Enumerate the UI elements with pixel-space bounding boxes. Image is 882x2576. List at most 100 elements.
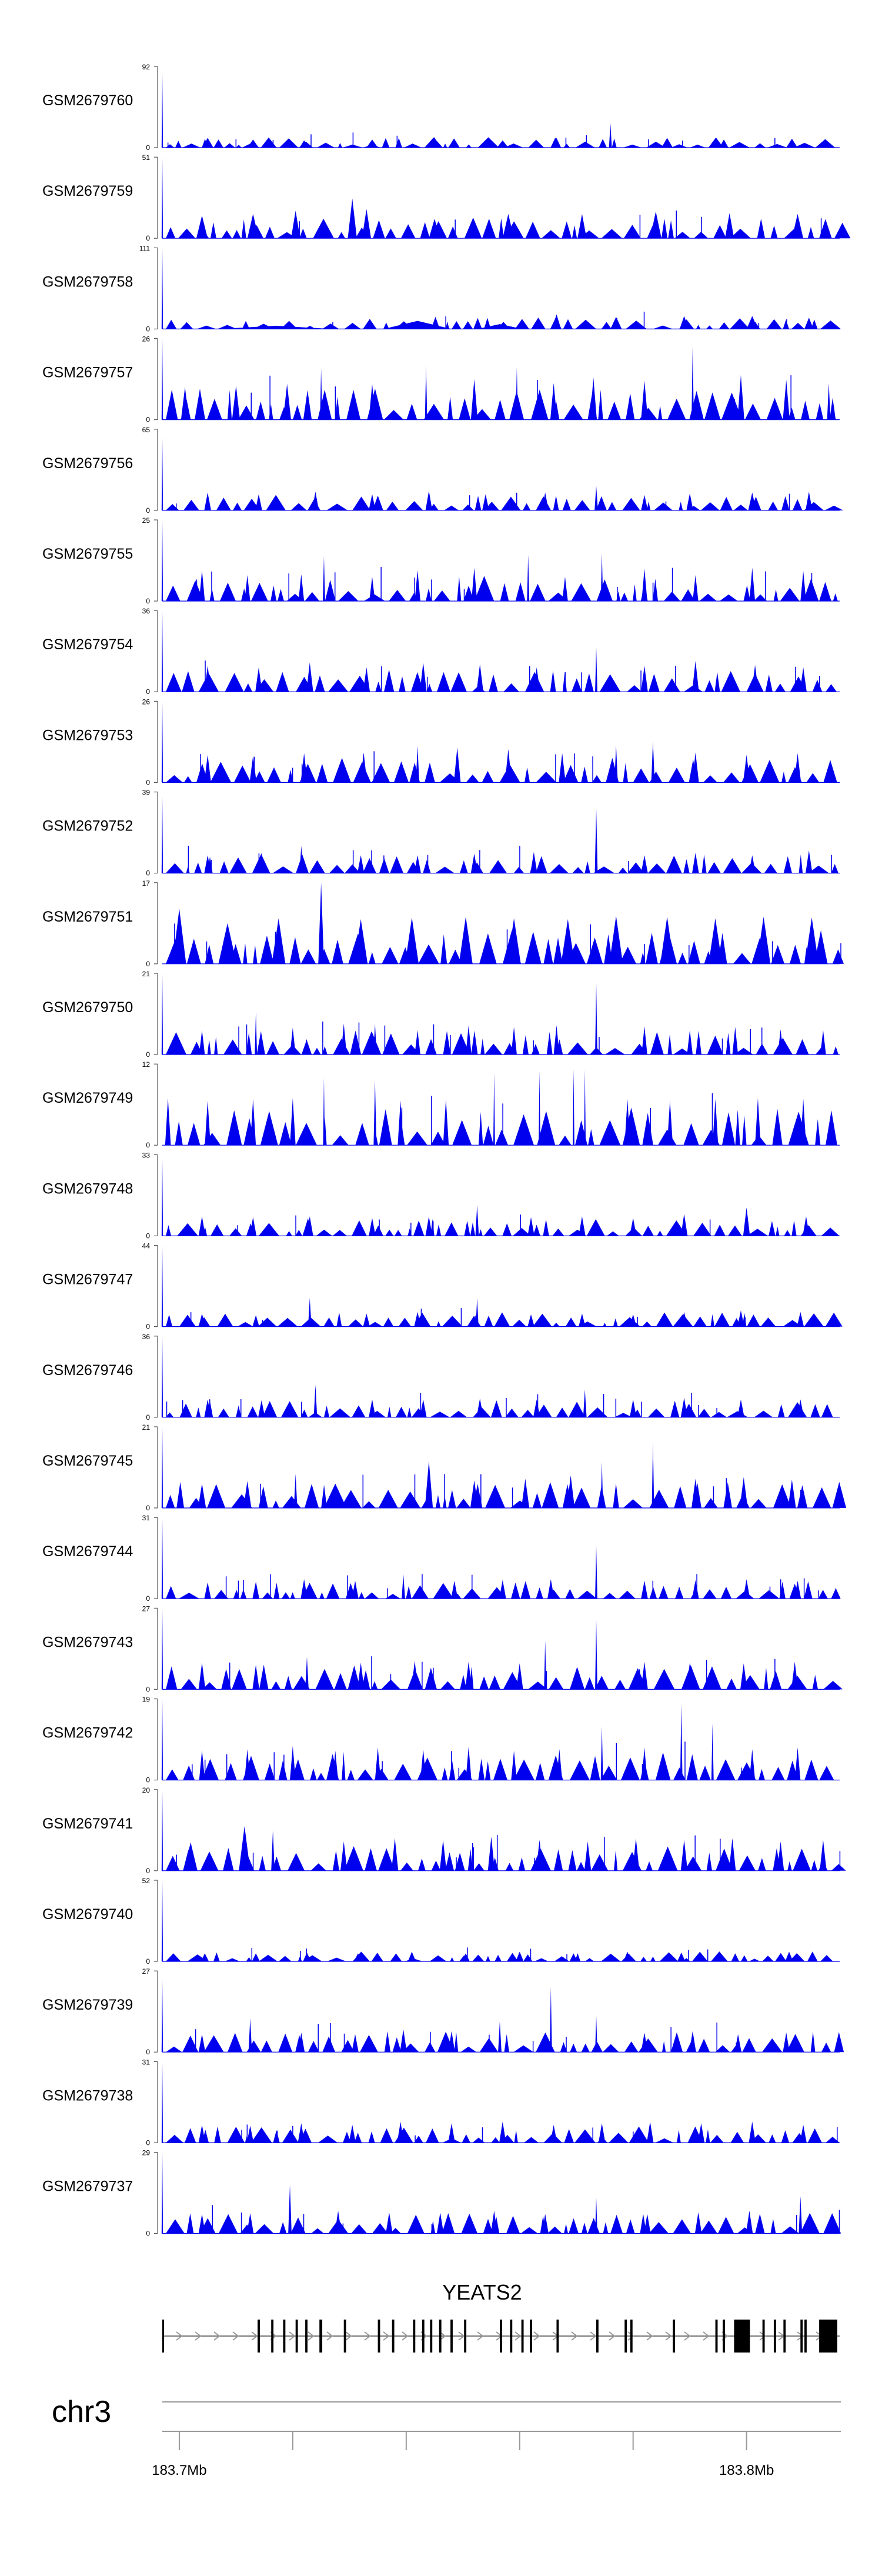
coverage-segment — [789, 945, 801, 964]
coverage-segment — [715, 2045, 730, 2053]
coverage-segment — [482, 218, 496, 239]
coverage-segment — [587, 1407, 608, 1417]
coverage-segment — [683, 1123, 699, 1146]
strand-arrow — [477, 2331, 484, 2341]
coverage-segment — [369, 1410, 386, 1417]
coverage-segment — [282, 2129, 299, 2143]
coverage-segment — [296, 676, 313, 692]
coverage-segment — [821, 1404, 833, 1417]
coverage-segment — [368, 2131, 375, 2143]
coverage-segment — [613, 933, 619, 964]
coverage-segment — [400, 1862, 413, 1871]
coverage-segment — [256, 401, 266, 420]
coverage-segment — [581, 2223, 587, 2234]
coverage-segment — [229, 857, 247, 873]
coverage-segment — [815, 139, 836, 148]
coverage-segment — [225, 1763, 237, 1780]
coverage-segment — [642, 1581, 647, 1599]
track-gsm2679758: GSM2679758 111 0 — [42, 244, 841, 333]
coverage-peak — [425, 1216, 433, 1236]
gene-exon — [377, 2320, 380, 2353]
track-ymin-label: 0 — [146, 2138, 150, 2147]
track-gsm2679754: GSM2679754 36 0 — [42, 607, 840, 696]
coverage-peak — [161, 338, 163, 420]
coverage-segment — [322, 2036, 336, 2053]
coverage-segment — [166, 939, 185, 964]
coverage-segment — [421, 1497, 433, 1508]
coverage-peak — [687, 1030, 693, 1055]
coverage-segment — [346, 389, 361, 420]
coverage-segment — [358, 1592, 365, 1599]
coverage-segment — [329, 865, 345, 873]
coverage-segment — [483, 2218, 493, 2234]
coverage-segment — [463, 585, 474, 601]
coverage-texture — [166, 492, 843, 510]
track-label: GSM2679752 — [42, 818, 133, 835]
track-ymin-label: 0 — [146, 2230, 150, 2238]
coverage-segment — [272, 1856, 282, 1871]
coverage-segment — [807, 1951, 818, 1961]
coverage-segment — [707, 862, 721, 873]
coverage-segment — [770, 1671, 782, 1690]
coverage-segment — [523, 503, 531, 510]
coverage-segment — [338, 232, 346, 239]
coverage-segment — [242, 321, 250, 329]
coverage-segment — [548, 1755, 563, 1780]
coverage-segment — [754, 143, 766, 148]
coverage-segment — [308, 1412, 322, 1417]
coverage-segment — [303, 390, 312, 420]
coverage-segment — [503, 1043, 516, 1055]
coverage-segment — [536, 1587, 543, 1599]
coverage-segment — [473, 409, 492, 420]
coverage-segment — [264, 1763, 275, 1780]
coverage-segment — [390, 856, 404, 873]
coverage-segment — [812, 679, 823, 692]
coverage-segment — [267, 767, 281, 783]
coverage-segment — [332, 1850, 339, 1871]
coverage-segment — [347, 1770, 355, 1780]
track-gsm2679738: GSM2679738 31 0 — [42, 2058, 840, 2147]
coverage-peak — [219, 325, 333, 329]
coverage-segment — [699, 1766, 711, 1780]
coverage-segment — [713, 225, 727, 239]
coverage-segment — [240, 2224, 254, 2234]
coverage-peak — [642, 1026, 647, 1055]
coverage-segment — [186, 866, 190, 873]
coverage-segment — [515, 582, 526, 601]
coverage-segment — [495, 399, 506, 420]
coverage-segment — [450, 1957, 455, 1961]
coverage-segment — [804, 502, 824, 510]
track-label: GSM2679740 — [42, 1906, 133, 1923]
coverage-segment — [253, 1584, 259, 1599]
coverage-segment — [783, 319, 789, 329]
coverage-peak — [252, 1953, 260, 1961]
coverage-segment — [788, 767, 802, 783]
coverage-peak — [340, 1841, 348, 1871]
coverage-segment — [524, 932, 542, 964]
coverage-peak — [549, 1987, 552, 2053]
coverage-segment — [327, 1957, 346, 1961]
coverage-segment — [823, 760, 837, 783]
coverage-segment — [449, 949, 462, 964]
coverage-segment — [392, 2037, 402, 2053]
coverage-segment — [433, 590, 450, 601]
coverage-segment — [383, 322, 389, 329]
coverage-segment — [673, 2219, 691, 2234]
coverage-segment — [586, 1219, 605, 1236]
coverage-peak — [386, 2212, 393, 2234]
coverage-segment — [674, 232, 691, 239]
coverage-segment — [223, 1848, 234, 1871]
coverage-segment — [824, 505, 843, 510]
coverage-segment — [786, 2034, 804, 2053]
coverage-segment — [687, 506, 700, 510]
coverage-segment — [553, 401, 560, 420]
coverage-segment — [666, 1220, 687, 1236]
gene-exon — [510, 2320, 513, 2353]
coverage-segment — [808, 865, 829, 873]
coverage-segment — [502, 1223, 512, 1236]
track-label: GSM2679758 — [42, 273, 133, 290]
coverage-peak — [290, 1746, 296, 1780]
coverage-segment — [182, 144, 201, 148]
track-gsm2679744: GSM2679744 31 0 — [42, 1514, 841, 1603]
coverage-segment — [436, 672, 450, 692]
